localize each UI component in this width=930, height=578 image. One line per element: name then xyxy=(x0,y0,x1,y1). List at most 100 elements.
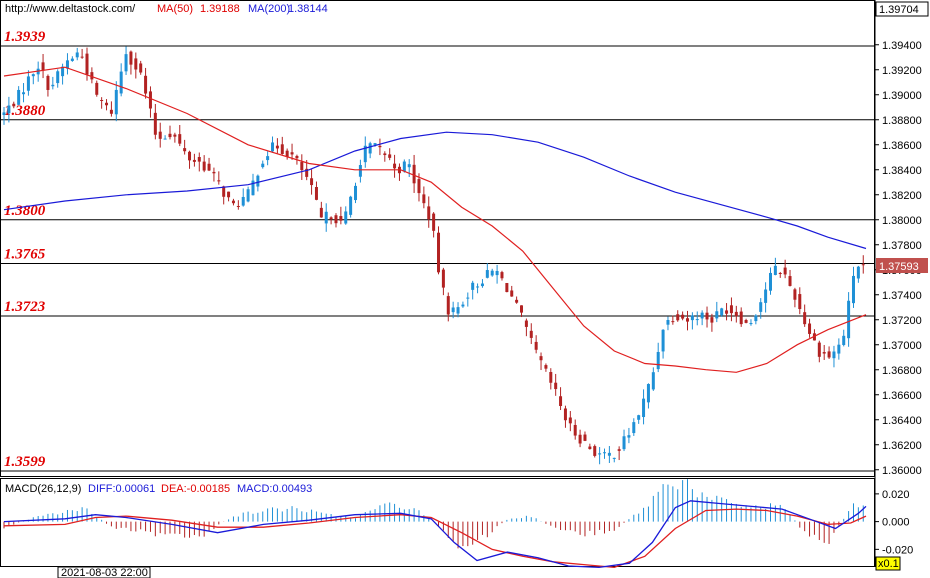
ma200-line xyxy=(3,131,867,250)
candle-body xyxy=(808,323,812,334)
candle-body xyxy=(178,134,182,144)
candle-body xyxy=(153,112,157,135)
candle-body xyxy=(759,302,763,312)
candle-body xyxy=(661,329,665,352)
candle-body xyxy=(158,131,162,139)
candle-body xyxy=(437,232,441,273)
candle-body xyxy=(671,321,675,323)
candle-body xyxy=(285,150,289,158)
candle-body xyxy=(51,84,55,87)
ma50-label: MA(50) xyxy=(157,3,193,15)
candle-body xyxy=(41,62,45,71)
candle-body xyxy=(617,449,621,451)
candle-body xyxy=(778,272,782,274)
macd-plot-frame xyxy=(0,478,875,567)
candle-body xyxy=(822,352,826,354)
price-tick-label: 1.37000 xyxy=(882,340,922,352)
candle-body xyxy=(207,163,211,171)
candle-body xyxy=(700,312,704,319)
candle-body xyxy=(329,217,333,220)
macd-axis-ticks: 0.020 0.000 -0.020 xyxy=(875,489,913,556)
candle-body xyxy=(134,58,138,70)
candle-body xyxy=(559,396,563,407)
candle-body xyxy=(148,91,152,109)
source-url[interactable]: http://www.deltastock.com/ xyxy=(5,3,136,15)
candle-body xyxy=(202,161,206,171)
candle-body xyxy=(441,269,445,288)
candle-body xyxy=(119,71,123,94)
candle-body xyxy=(461,304,465,307)
candle-body xyxy=(607,452,611,456)
candle-body xyxy=(627,435,631,438)
candle-body xyxy=(358,165,362,177)
macd-value-text: MACD:0.00493 xyxy=(237,483,312,495)
candle-body xyxy=(788,276,792,286)
candle-body xyxy=(666,320,670,325)
zoom-label[interactable]: x0.1 xyxy=(878,558,899,570)
price-tick-label: 1.36200 xyxy=(882,440,922,452)
candle-body xyxy=(739,311,743,325)
candle-body xyxy=(339,216,343,221)
candle-body xyxy=(656,351,660,370)
candle-body xyxy=(139,63,143,73)
candle-body xyxy=(510,290,514,297)
candle-body xyxy=(70,58,74,61)
candle-body xyxy=(65,60,69,69)
candle-body xyxy=(109,109,113,114)
candle-body xyxy=(349,196,353,215)
level-label: 1.3765 xyxy=(4,247,46,263)
candle-body xyxy=(368,143,372,154)
candle-body xyxy=(31,74,35,77)
macd-dea-text: DEA:-0.00185 xyxy=(161,483,230,495)
price-tick-label: 1.36600 xyxy=(882,390,922,402)
candle-body xyxy=(105,102,109,106)
candle-body xyxy=(764,289,768,303)
candle-body xyxy=(768,272,772,291)
candle-body xyxy=(144,75,148,94)
candle-body xyxy=(471,282,475,290)
last-price-label: 1.37593 xyxy=(879,261,919,273)
candle-body xyxy=(2,112,6,116)
candle-body xyxy=(412,164,416,184)
candle-body xyxy=(241,196,245,206)
candle-body xyxy=(271,142,275,152)
candle-body xyxy=(295,155,299,159)
candle-body xyxy=(637,415,641,420)
candle-body xyxy=(646,384,650,403)
candle-body xyxy=(324,211,328,224)
candle-body xyxy=(422,194,426,204)
candle-body xyxy=(798,294,802,310)
candle-body xyxy=(837,344,841,354)
candle-body xyxy=(783,267,787,275)
candle-body xyxy=(632,422,636,434)
candle-body xyxy=(466,297,470,299)
top-right-price: 1.39704 xyxy=(879,4,919,16)
candle-body xyxy=(231,200,235,204)
candle-body xyxy=(378,145,382,148)
macd-tick-label: 0.020 xyxy=(882,489,910,501)
candle-body xyxy=(773,265,777,275)
macd-title: MACD(26,12,9) xyxy=(5,483,81,495)
candle-body xyxy=(451,307,455,313)
last-price-box xyxy=(876,258,928,273)
candle-body xyxy=(515,299,519,303)
candle-body xyxy=(685,318,689,322)
candle-body xyxy=(363,145,367,163)
candle-body xyxy=(793,289,797,300)
candle-body xyxy=(163,138,167,140)
candle-body xyxy=(17,89,21,105)
zoom-box[interactable] xyxy=(875,556,901,571)
candlestick-series xyxy=(2,46,865,465)
candle-body xyxy=(598,453,602,455)
candle-body xyxy=(114,89,118,115)
candle-body xyxy=(593,446,597,456)
dea-line xyxy=(3,508,867,569)
candle-body xyxy=(319,207,323,218)
candle-body xyxy=(305,168,309,177)
price-tick-label: 1.36000 xyxy=(882,465,922,477)
candle-body xyxy=(534,341,538,350)
candle-body xyxy=(56,71,60,84)
candle-body xyxy=(217,180,221,182)
candle-body xyxy=(383,153,387,156)
